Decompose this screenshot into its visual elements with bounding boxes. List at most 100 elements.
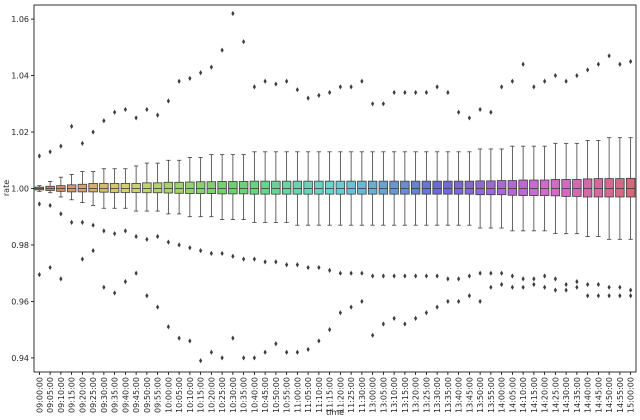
outlier-point <box>252 355 256 361</box>
outlier-point <box>220 355 224 361</box>
box-group <box>217 47 227 361</box>
outlier-point <box>381 101 385 107</box>
x-tick-label: 09:40:00 <box>121 377 130 413</box>
outlier-point <box>231 10 235 17</box>
outlier-point <box>295 262 299 268</box>
outlier-point <box>521 284 525 290</box>
x-tick-label: 14:35:00 <box>573 377 582 413</box>
box-group <box>421 89 432 316</box>
box-group <box>163 98 174 330</box>
box <box>593 178 604 198</box>
box <box>335 180 346 195</box>
outlier-point <box>113 231 117 237</box>
x-tick-label: 13:20:00 <box>412 377 421 413</box>
outlier-point <box>134 270 138 276</box>
outlier-point <box>199 248 203 254</box>
boxes-layer <box>34 10 636 364</box>
outlier-point <box>252 256 256 262</box>
outlier-point <box>285 78 289 84</box>
outlier-point <box>123 228 127 234</box>
outlier-point <box>435 304 439 310</box>
box <box>292 180 303 195</box>
outlier-point <box>629 58 633 65</box>
x-tick-label: 09:10:00 <box>57 377 66 413</box>
box-group <box>271 81 281 347</box>
outlier-point <box>618 293 622 299</box>
box-group <box>346 84 356 310</box>
x-tick-label: 13:10:00 <box>390 377 399 413</box>
box-group <box>56 143 66 282</box>
box <box>529 179 539 196</box>
box-group <box>99 118 109 290</box>
box <box>185 181 195 194</box>
outlier-point <box>328 89 332 96</box>
outlier-point <box>338 310 342 316</box>
box-group <box>582 67 593 299</box>
outlier-point <box>500 281 504 288</box>
outlier-point <box>349 84 353 90</box>
x-tick-label: 14:40:00 <box>584 377 593 413</box>
outlier-point <box>177 78 181 84</box>
box <box>303 180 313 195</box>
box <box>271 180 281 195</box>
box-group <box>496 84 507 288</box>
box-group <box>77 140 88 262</box>
x-tick-label: 11:25:00 <box>347 377 356 413</box>
outlier-point <box>414 315 418 321</box>
x-tick-label: 14:25:00 <box>551 377 560 413</box>
outlier-point <box>381 273 385 279</box>
box <box>615 178 625 198</box>
box <box>432 180 442 195</box>
outlier-point <box>338 84 342 90</box>
x-tick-label: 10:25:00 <box>218 377 227 413</box>
x-tick-label: 14:20:00 <box>541 377 550 413</box>
box <box>496 180 507 196</box>
box-group <box>303 95 313 353</box>
outlier-point <box>252 84 256 90</box>
outlier-point <box>70 123 74 129</box>
box <box>77 183 88 193</box>
outlier-point <box>274 81 278 87</box>
outlier-point <box>59 143 63 149</box>
outlier-point <box>467 273 471 279</box>
x-tick-label: 09:25:00 <box>89 377 98 413</box>
outlier-point <box>91 129 95 135</box>
outlier-point <box>48 202 52 209</box>
outlier-point <box>532 276 536 282</box>
outlier-point <box>199 358 203 364</box>
box <box>378 180 389 195</box>
outlier-point <box>306 346 310 353</box>
box-group <box>249 84 260 361</box>
x-tick-label: 11:15:00 <box>326 377 335 413</box>
box-group <box>518 61 528 290</box>
x-tick-label: 11:10:00 <box>315 377 324 413</box>
box-group <box>550 72 561 293</box>
outlier-point <box>467 115 471 121</box>
outlier-point <box>446 298 450 305</box>
box-group <box>486 109 496 290</box>
outlier-point <box>521 61 525 67</box>
outlier-point <box>500 270 504 276</box>
box <box>507 180 518 196</box>
x-tick-label: 13:50:00 <box>476 377 485 413</box>
y-tick-label: 1.04 <box>11 72 29 81</box>
y-tick-label: 1.06 <box>11 15 29 24</box>
box <box>421 180 432 195</box>
outlier-point <box>166 239 170 245</box>
x-tick-label: 09:20:00 <box>78 377 87 413</box>
outlier-point <box>403 321 407 327</box>
outlier-point <box>414 273 418 279</box>
outlier-point <box>360 298 364 305</box>
box-group <box>314 92 324 344</box>
x-tick-label: 14:30:00 <box>562 377 571 413</box>
box <box>625 177 636 198</box>
outlier-point <box>478 270 482 276</box>
x-tick-label: 09:30:00 <box>100 377 109 413</box>
box-group <box>400 89 410 327</box>
box <box>228 181 238 195</box>
outlier-point <box>306 95 310 101</box>
outlier-point <box>446 89 450 96</box>
box <box>357 180 367 195</box>
outlier-point <box>48 264 52 271</box>
outlier-point <box>607 53 611 59</box>
